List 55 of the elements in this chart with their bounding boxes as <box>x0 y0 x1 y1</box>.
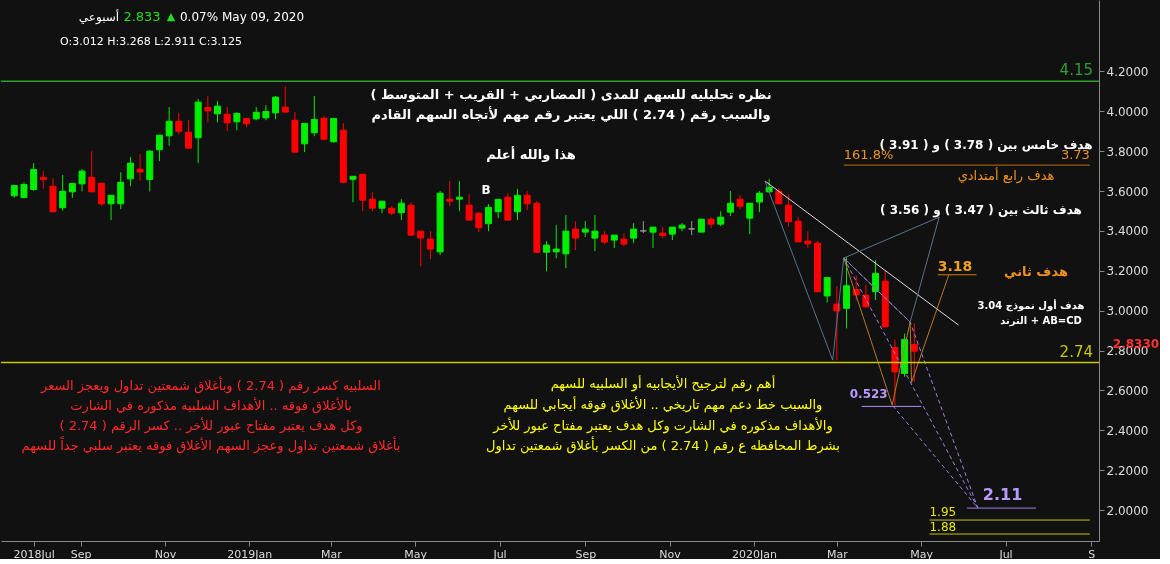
annotation: May 09, 2020 <box>221 10 305 24</box>
ref-line-label: 2.74 <box>1059 342 1093 361</box>
x-tick-label: S <box>1088 547 1096 561</box>
x-tick-label: 2018Jul <box>13 547 55 561</box>
annotation: 2.11 <box>982 485 1023 505</box>
ref-line-label: 4.15 <box>1059 61 1093 80</box>
x-tick-label: May <box>910 547 934 561</box>
x-tick-label: Jul <box>492 547 507 561</box>
y-tick-label: 3.6000 <box>1106 184 1149 199</box>
annotation: وكل هدف يعتبر مفتاح عبور للأخر .. كسر الرقم ( 2.74 ) <box>59 417 363 434</box>
annotation: الترند + AB=CD <box>1000 315 1082 327</box>
annotation: 1.95 <box>929 505 957 520</box>
x-tick-label: Nov <box>659 547 682 561</box>
x-tick-label: May <box>404 547 428 561</box>
annotation: نظره تحليليه للسهم للمدى ( المضاربي + القريب + المتوسط ) <box>370 87 772 102</box>
annotation: هذا والله أعلم <box>486 146 576 162</box>
y-tick-label: 2.2000 <box>1106 463 1149 478</box>
annotation: بشرط المحافظه ع رقم ( 2.74 ) من الكسر بأغلاق شمعتين تداول <box>486 436 840 454</box>
y-tick-label: 4.0000 <box>1106 104 1149 119</box>
annotation: O:3.012 H:3.268 L:2.911 C:3.125 <box>60 35 242 48</box>
x-tick-label: Nov <box>154 547 177 561</box>
annotation: بأغلاق شمعتين تداول وعجز السهم الأغلاق فوقه يعتبر سلبي جداً للسهم <box>21 436 401 454</box>
x-tick-label: Sep <box>70 547 92 561</box>
y-tick-label: 3.2000 <box>1106 264 1149 279</box>
y-tick-label: 2.6000 <box>1106 383 1149 398</box>
annotation: السلبيه كسر رقم ( 2.74 ) وبأغلاق شمعتين تداول ويعجز السعر <box>40 376 381 394</box>
x-tick-label: Mar <box>321 547 343 561</box>
annotation: 3.18 <box>937 257 973 274</box>
y-tick-label: 3.0000 <box>1106 304 1149 319</box>
x-tick-label: Jul <box>998 547 1013 561</box>
annotation: 1.88 <box>929 520 957 535</box>
annotation: والسبب خط دعم مهم تاريخي .. الأغلاق فوقه أيجابي للسهم <box>503 396 823 413</box>
annotation: هدف أول نموذج 3.04 <box>977 299 1085 312</box>
y-tick-label: 4.2000 <box>1106 64 1149 79</box>
x-tick-label: Sep <box>575 547 597 561</box>
annotation: هدف ثالث بين ( 3.47 ) و ( 3.56 ) <box>880 203 1082 218</box>
annotation: هدف رابع أمتدادي <box>957 167 1055 184</box>
annotation: أهم رقم لترجيح الأيجابيه أو السلبيه للسهم <box>550 375 776 392</box>
annotation: 0.07% <box>179 10 219 24</box>
annotation: 2.833 <box>123 9 161 24</box>
annotation: 0.523 <box>849 387 888 402</box>
y-tick-label: 3.8000 <box>1106 144 1149 159</box>
annotation: والأهداف مذكوره في الشارت وكل هدف يعتبر مفتاح عبور للأخر <box>492 417 833 434</box>
annotation: أسبوعي <box>78 9 120 25</box>
y-tick-label: 2.4000 <box>1106 423 1149 438</box>
annotation: بالأغلاق فوقه .. الأهداف السلبيه مذكوره في الشارت <box>70 397 352 414</box>
x-tick-label: 2019Jan <box>227 547 273 561</box>
annotation: هدف ثاني <box>1004 264 1068 279</box>
y-tick-label: 2.0000 <box>1106 503 1149 518</box>
y-tick-label: 3.4000 <box>1106 224 1149 239</box>
annotation: B <box>481 183 491 197</box>
annotation: والسبب رقم ( 2.74 ) اللي يعتبر رقم مهم لأتجاه السهم القادم <box>371 106 771 123</box>
x-tick-label: Mar <box>826 547 849 561</box>
annotation: ▲ <box>166 10 176 23</box>
x-tick-label: 2020Jan <box>731 547 777 561</box>
